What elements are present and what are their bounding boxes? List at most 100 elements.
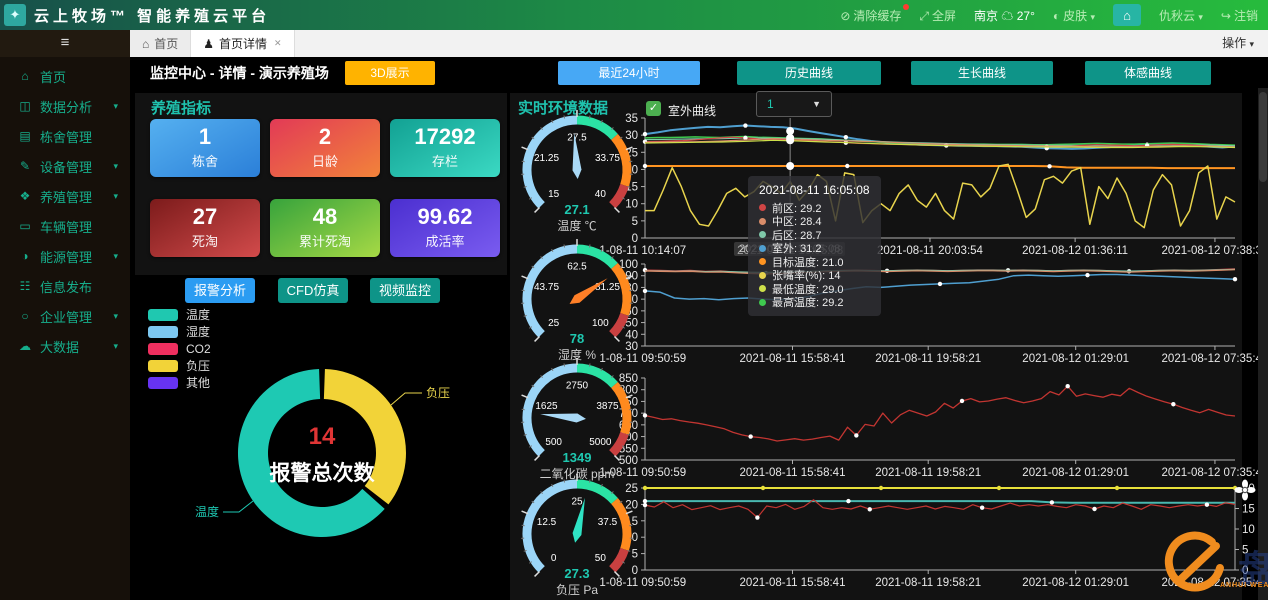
- svg-text:2021-08-11 19:58:21: 2021-08-11 19:58:21: [875, 353, 981, 365]
- metric-card-4: 48 累计死淘: [270, 199, 380, 257]
- svg-text:5: 5: [632, 216, 638, 228]
- svg-text:2021-08-11 10:14:07: 2021-08-11 10:14:07: [600, 245, 686, 257]
- legend-swatch: [148, 325, 178, 338]
- tooltip-row-text: 前区: 29.2: [772, 202, 822, 215]
- svg-text:温度: 温度: [195, 504, 219, 519]
- svg-text:33.75: 33.75: [595, 153, 620, 164]
- series-dot: [759, 231, 766, 239]
- legend-item-1[interactable]: 湿度: [148, 323, 211, 340]
- sidebar-item-8[interactable]: ○ 企业管理 ▾: [0, 301, 130, 331]
- svg-text:湿度 %: 湿度 %: [558, 347, 596, 362]
- brand-logo-icon: ✦: [4, 4, 26, 26]
- fullscreen-button[interactable]: ⤢ 全屏: [919, 8, 957, 23]
- metric-value: 1: [198, 124, 212, 149]
- legend-item-0[interactable]: 温度: [148, 306, 211, 323]
- clear-cache-button[interactable]: ⊘ 清除缓存: [840, 3, 910, 24]
- sidebar-item-6[interactable]: ◑ 能源管理 ▾: [0, 241, 130, 271]
- sidebar-toggle[interactable]: ≡: [0, 30, 130, 57]
- sidebar-item-9[interactable]: ☁ 大数据 ▾: [0, 331, 130, 361]
- svg-text:37.5: 37.5: [598, 517, 618, 528]
- growth-curve-button[interactable]: 生长曲线: [911, 61, 1053, 85]
- gauge-3: 0 12.5 25 37.5 50 27.3 负压 Pa: [521, 474, 633, 597]
- svg-text:0: 0: [632, 565, 638, 577]
- home-button[interactable]: ⌂: [1113, 4, 1142, 26]
- svg-text:2021-08-11 09:50:59: 2021-08-11 09:50:59: [600, 577, 686, 589]
- co2-chart[interactable]: 5005506006507007508008502021-08-11 09:50…: [600, 372, 1260, 484]
- sidebar-item-label: 养殖管理: [40, 189, 93, 205]
- cfd-simulation-button[interactable]: CFD仿真: [278, 278, 348, 303]
- legend-item-2[interactable]: CO2: [148, 340, 211, 357]
- tooltip-row-6: 最低温度: 29.0: [759, 282, 870, 296]
- temperature-chart[interactable]: 051015202530352021-08-11 10:14:072021-08…: [600, 112, 1260, 262]
- actions-dropdown[interactable]: 操作 ▾: [1222, 36, 1254, 50]
- svg-text:2021-08-12 01:29:01: 2021-08-12 01:29:01: [1022, 353, 1129, 365]
- svg-text:27.1: 27.1: [564, 202, 589, 217]
- legend-item-4[interactable]: 其他: [148, 374, 211, 391]
- tooltip-row-text: 目标温度: 21.0: [772, 256, 844, 269]
- humidity-chart[interactable]: 304050607080901002021-08-11 09:50:592021…: [600, 258, 1260, 370]
- chevron-down-icon: ▾: [1198, 11, 1203, 22]
- chevron-down-icon: ▾: [113, 190, 118, 201]
- history-curve-button[interactable]: 历史曲线: [737, 61, 881, 85]
- svg-text:15: 15: [548, 189, 560, 200]
- svg-text:500: 500: [545, 437, 562, 448]
- user-menu[interactable]: 仇秋云 ▾: [1159, 8, 1203, 23]
- topbar: ✦ 云上牧场™ 智能养殖云平台 ⊘ 清除缓存 ⤢ 全屏 南京 ☁ 27° ◐ 皮肤 ▾…: [0, 0, 1268, 30]
- logout-button[interactable]: ↪ 注销: [1220, 8, 1258, 23]
- series-dot: [759, 258, 766, 266]
- sidebar-item-7[interactable]: ☷ 信息发布: [0, 271, 130, 301]
- svg-text:2021-08-12 07:38:31: 2021-08-12 07:38:31: [1162, 245, 1260, 257]
- svg-text:0: 0: [1242, 565, 1248, 577]
- svg-text:30: 30: [625, 341, 638, 353]
- svg-text:25: 25: [625, 483, 638, 495]
- scrollbar[interactable]: [1258, 88, 1268, 600]
- svg-text:2021-08-11 15:58:41: 2021-08-11 15:58:41: [740, 467, 846, 479]
- tooltip-row-2: 后区: 28.7: [759, 228, 870, 242]
- sidebar-item-0[interactable]: ⌂ 首页: [0, 61, 130, 91]
- svg-text:2021-08-11 19:58:21: 2021-08-11 19:58:21: [875, 577, 981, 589]
- metric-label: 累计死淘: [298, 234, 351, 249]
- skin-menu[interactable]: ◐ 皮肤 ▾: [1052, 8, 1096, 23]
- outdoor-curve-checkbox[interactable]: ✓: [646, 101, 661, 116]
- metric-value: 99.62: [417, 204, 473, 229]
- svg-text:35: 35: [625, 113, 638, 125]
- last-24h-button[interactable]: 最近24小时: [558, 61, 700, 85]
- tab-home[interactable]: ⌂ 首页: [130, 30, 192, 57]
- svg-text:14: 14: [309, 423, 336, 450]
- sidebar-item-1[interactable]: ◫ 数据分析 ▾: [0, 91, 130, 121]
- svg-text:5000: 5000: [589, 437, 612, 448]
- sidebar-item-4[interactable]: ❖ 养殖管理 ▾: [0, 181, 130, 211]
- topbar-actions: ⊘ 清除缓存 ⤢ 全屏 南京 ☁ 27° ◐ 皮肤 ▾ ⌂ 仇秋云 ▾ ↪ 注销: [840, 3, 1268, 26]
- tooltip-row-5: 张嘴率(%): 14: [759, 269, 870, 282]
- pressure-chart[interactable]: 0510152025051015202021-08-11 09:50:59202…: [600, 482, 1260, 594]
- sidebar-item-5[interactable]: ▭ 车辆管理: [0, 211, 130, 241]
- svg-text:负压 Pa: 负压 Pa: [556, 583, 598, 597]
- tooltip-row-text: 后区: 28.7: [772, 229, 822, 242]
- svg-text:2021-08-12 07:35:44: 2021-08-12 07:35:44: [1162, 577, 1260, 589]
- metric-card-5: 99.62 成活率: [390, 199, 500, 257]
- sidebar-item-3[interactable]: ✎ 设备管理 ▾: [0, 151, 130, 181]
- svg-text:5: 5: [632, 549, 638, 561]
- svg-text:2021-08-12 07:35:44: 2021-08-12 07:35:44: [1162, 467, 1260, 479]
- somatosensory-curve-button[interactable]: 体感曲线: [1085, 61, 1211, 85]
- svg-text:12.5: 12.5: [537, 517, 557, 528]
- notification-dot: [903, 3, 910, 10]
- svg-text:0: 0: [632, 233, 638, 245]
- house-selector-dropdown[interactable]: 1 ▼: [756, 91, 832, 117]
- sidebar-item-2[interactable]: ▤ 栋舍管理: [0, 121, 130, 151]
- tab-home-detail[interactable]: ♟ 首页详情 ✕: [191, 30, 295, 57]
- sidebar-item-label: 栋舍管理: [40, 129, 93, 145]
- legend-item-3[interactable]: 负压: [148, 357, 211, 374]
- alarm-analysis-button[interactable]: 报警分析: [185, 278, 255, 303]
- svg-text:3875: 3875: [596, 401, 619, 412]
- svg-text:500: 500: [619, 455, 638, 467]
- menu-icon: ❖: [19, 189, 31, 203]
- legend-swatch: [148, 359, 178, 372]
- close-tab-icon[interactable]: ✕: [274, 38, 282, 48]
- metric-value: 2: [318, 124, 332, 149]
- app-title: 云上牧场™ 智能养殖云平台: [34, 7, 271, 25]
- scrollbar-thumb[interactable]: [1259, 92, 1267, 182]
- video-monitor-button[interactable]: 视频监控: [370, 278, 440, 303]
- view-3d-button[interactable]: 3D展示: [345, 61, 435, 85]
